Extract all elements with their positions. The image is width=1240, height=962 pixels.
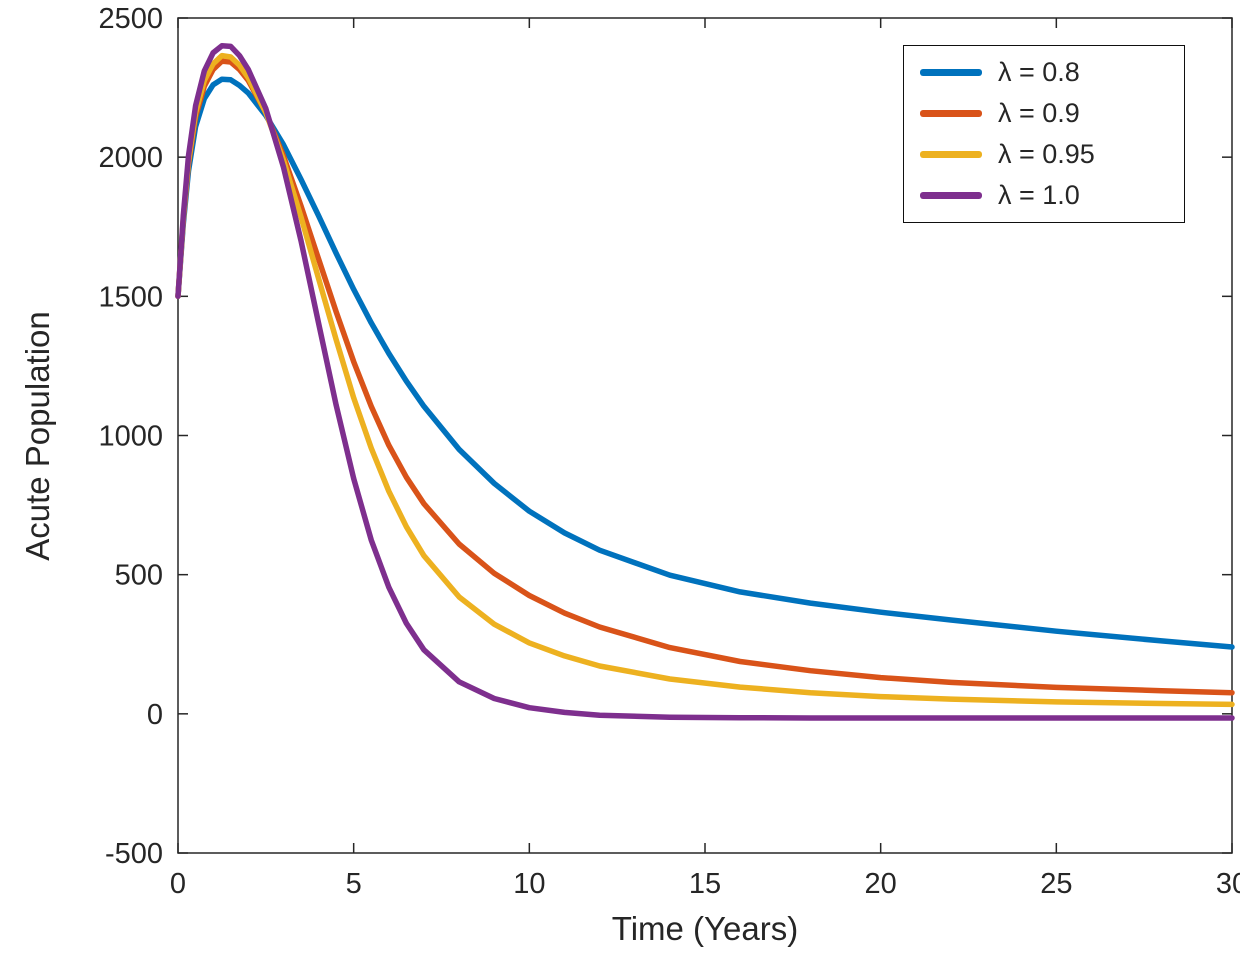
legend-swatch xyxy=(920,151,982,158)
x-tick-label: 15 xyxy=(689,868,721,900)
legend-label: λ = 0.95 xyxy=(998,139,1095,169)
x-tick-label: 10 xyxy=(513,868,545,900)
legend-entry-0: λ = 0.8 xyxy=(904,57,1184,88)
y-tick-label: 1000 xyxy=(98,421,163,453)
series-line-3 xyxy=(175,43,1235,721)
y-axis-label: Acute Population xyxy=(19,311,56,561)
legend-entry-1: λ = 0.9 xyxy=(904,98,1184,129)
x-tick-label: 5 xyxy=(346,868,362,900)
legend-entry-3: λ = 1.0 xyxy=(904,180,1184,211)
x-tick-label: 20 xyxy=(865,868,897,900)
y-tick-label: 500 xyxy=(115,560,163,592)
legend-label: λ = 0.8 xyxy=(998,57,1080,87)
x-axis-label: Time (Years) xyxy=(611,910,799,947)
legend-swatch xyxy=(920,110,982,117)
x-tick-label: 25 xyxy=(1040,868,1072,900)
legend-label: λ = 0.9 xyxy=(998,98,1080,128)
legend: λ = 0.8 λ = 0.9 λ = 0.95 λ = 1.0 xyxy=(903,45,1185,223)
series-line-0 xyxy=(175,76,1235,650)
series-line-1 xyxy=(175,58,1235,696)
y-tick-label: 2500 xyxy=(98,3,163,35)
legend-entry-2: λ = 0.95 xyxy=(904,139,1184,170)
x-tick-label: 0 xyxy=(170,868,186,900)
y-tick-label: 2000 xyxy=(98,142,163,174)
legend-swatch xyxy=(920,192,982,199)
y-tick-label: 0 xyxy=(147,699,163,731)
y-tick-label: 1500 xyxy=(98,281,163,313)
legend-label: λ = 1.0 xyxy=(998,180,1080,210)
x-tick-label: 30 xyxy=(1216,868,1240,900)
series-line-2 xyxy=(175,52,1235,708)
y-tick-label: -500 xyxy=(105,838,163,870)
legend-swatch xyxy=(920,69,982,76)
